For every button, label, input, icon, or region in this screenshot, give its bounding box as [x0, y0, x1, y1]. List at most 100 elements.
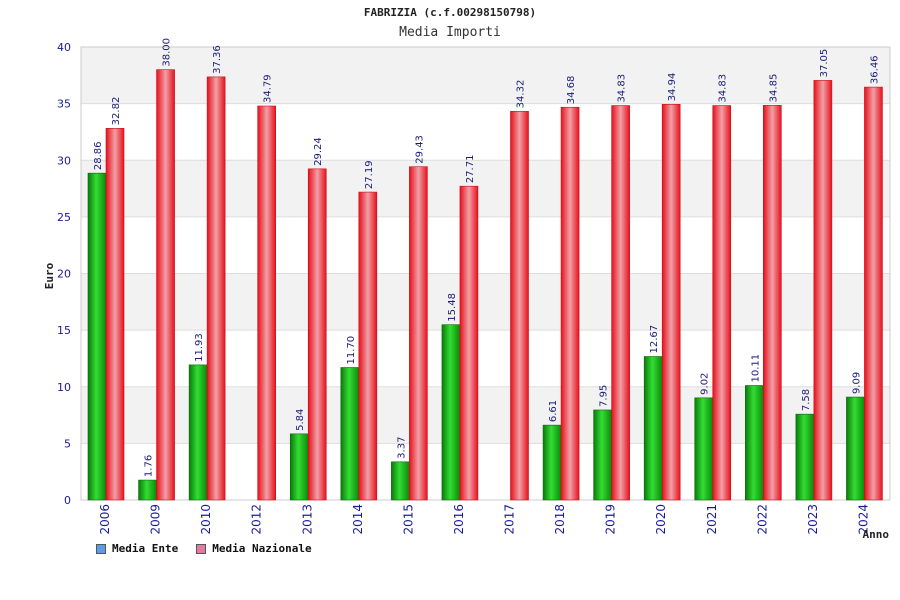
y-axis: 0 5 10 15 20 25 30 35 40: [57, 41, 71, 507]
y-tick-label: 30: [57, 154, 71, 167]
bar-media-ente: [542, 424, 562, 501]
x-tick-label: 2018: [553, 504, 567, 535]
x-tick-label: 2020: [654, 504, 668, 535]
bar-media-nazionale: [409, 166, 428, 501]
x-tick-label: 2021: [705, 504, 719, 535]
data-label: 34.83: [718, 74, 729, 103]
data-label: 38.00: [162, 38, 173, 67]
x-tick-label: 2012: [250, 504, 264, 535]
bar-media-ente: [138, 479, 157, 501]
x-tick-label: 2009: [149, 504, 163, 535]
bar-media-nazionale: [611, 105, 630, 501]
data-label: 34.83: [617, 74, 628, 103]
bar-media-ente: [441, 324, 461, 501]
y-tick-label: 20: [57, 268, 71, 281]
x-tick-label: 2014: [351, 504, 365, 535]
bar-media-ente: [87, 172, 107, 501]
bar-media-nazionale: [206, 76, 226, 501]
bar-media-ente: [593, 409, 612, 501]
bar-media-ente: [289, 433, 309, 501]
bar-media-ente: [694, 397, 714, 501]
data-label: 7.58: [801, 389, 812, 411]
data-label: 34.68: [566, 76, 577, 105]
data-label: 9.09: [851, 372, 862, 394]
chart-title: FABRIZIA (c.f.00298150798): [363, 6, 537, 19]
x-axis: 2006 2009 2010 2012 2013 2014 2015 2016 2017 2018…: [98, 504, 870, 535]
bar-media-nazionale: [813, 80, 833, 501]
bar-media-nazionale: [864, 86, 883, 501]
y-tick-label: 0: [64, 494, 71, 507]
data-label: 37.05: [819, 49, 830, 78]
bar-media-nazionale: [560, 106, 580, 501]
data-label: 3.37: [396, 437, 407, 459]
data-label: 12.67: [649, 325, 660, 354]
y-axis-label: Euro: [43, 262, 56, 289]
bar-media-ente: [846, 396, 865, 501]
x-axis-label: Anno: [863, 528, 890, 541]
bar-media-nazionale: [510, 111, 529, 501]
legend-label-ente: Media Ente: [112, 542, 179, 555]
y-tick-label: 40: [57, 41, 71, 54]
data-label: 5.84: [295, 409, 306, 431]
x-tick-label: 2019: [604, 504, 618, 535]
legend: Media Ente Media Nazionale: [96, 542, 312, 555]
data-label: 29.24: [313, 137, 324, 166]
x-tick-label: 2022: [755, 504, 769, 535]
x-tick-label: 2017: [503, 504, 517, 535]
x-tick-label: 2015: [401, 504, 415, 535]
y-tick-label: 10: [57, 381, 71, 394]
data-label: 34.94: [667, 73, 678, 102]
bar-media-nazionale: [156, 69, 175, 501]
bar-media-ente: [795, 413, 815, 501]
legend-swatch-nazionale: [196, 543, 207, 554]
data-label: 36.46: [869, 55, 880, 84]
bar-media-ente: [745, 385, 764, 501]
data-label: 37.36: [212, 45, 223, 74]
data-label: 32.82: [111, 97, 122, 126]
plot-frame: [80, 46, 891, 501]
bar-media-ente: [643, 356, 663, 501]
data-label: 9.02: [700, 373, 711, 395]
y-tick-label: 5: [64, 437, 71, 450]
bar-media-nazionale: [358, 191, 378, 501]
legend-item-nazionale: Media Nazionale: [196, 542, 312, 555]
bar-media-ente: [188, 364, 208, 501]
data-label: 29.43: [414, 135, 425, 164]
data-label: 34.85: [768, 74, 779, 103]
data-label: 15.48: [447, 293, 458, 322]
data-label: 34.32: [516, 80, 527, 109]
chart-subtitle: Media Importi: [399, 25, 501, 40]
data-label: 7.95: [599, 385, 610, 407]
x-tick-label: 2006: [98, 504, 112, 535]
bar-media-nazionale: [459, 185, 479, 501]
y-tick-label: 35: [57, 98, 71, 111]
x-tick-label: 2013: [300, 504, 314, 535]
bars-group: [87, 69, 883, 501]
x-tick-label: 2016: [452, 504, 466, 535]
data-label: 27.71: [465, 155, 476, 184]
x-tick-label: 2024: [856, 504, 870, 535]
legend-label-nazionale: Media Nazionale: [212, 542, 312, 555]
bar-media-nazionale: [712, 105, 732, 501]
bar-media-nazionale: [105, 128, 125, 501]
legend-item-ente: Media Ente: [96, 542, 178, 555]
bar-media-ente: [391, 461, 410, 501]
legend-swatch-ente: [96, 543, 106, 554]
data-label: 6.61: [548, 400, 559, 422]
data-label: 27.19: [364, 160, 375, 189]
x-tick-label: 2010: [199, 504, 213, 535]
bar-media-nazionale: [763, 105, 782, 501]
bar-media-ente: [340, 367, 360, 501]
data-labels: 28.86 32.82 1.76 38.00 11.93 37.36 34.79 5.84 29…: [93, 38, 880, 477]
bar-media-nazionale: [661, 104, 681, 501]
data-label: 34.79: [263, 74, 274, 103]
bar-media-nazionale: [307, 168, 327, 501]
data-label: 11.93: [194, 333, 205, 362]
y-tick-label: 15: [57, 324, 71, 337]
y-tick-label: 25: [57, 211, 71, 224]
data-label: 1.76: [144, 455, 155, 477]
x-tick-label: 2023: [806, 504, 820, 535]
data-label: 28.86: [93, 142, 104, 171]
